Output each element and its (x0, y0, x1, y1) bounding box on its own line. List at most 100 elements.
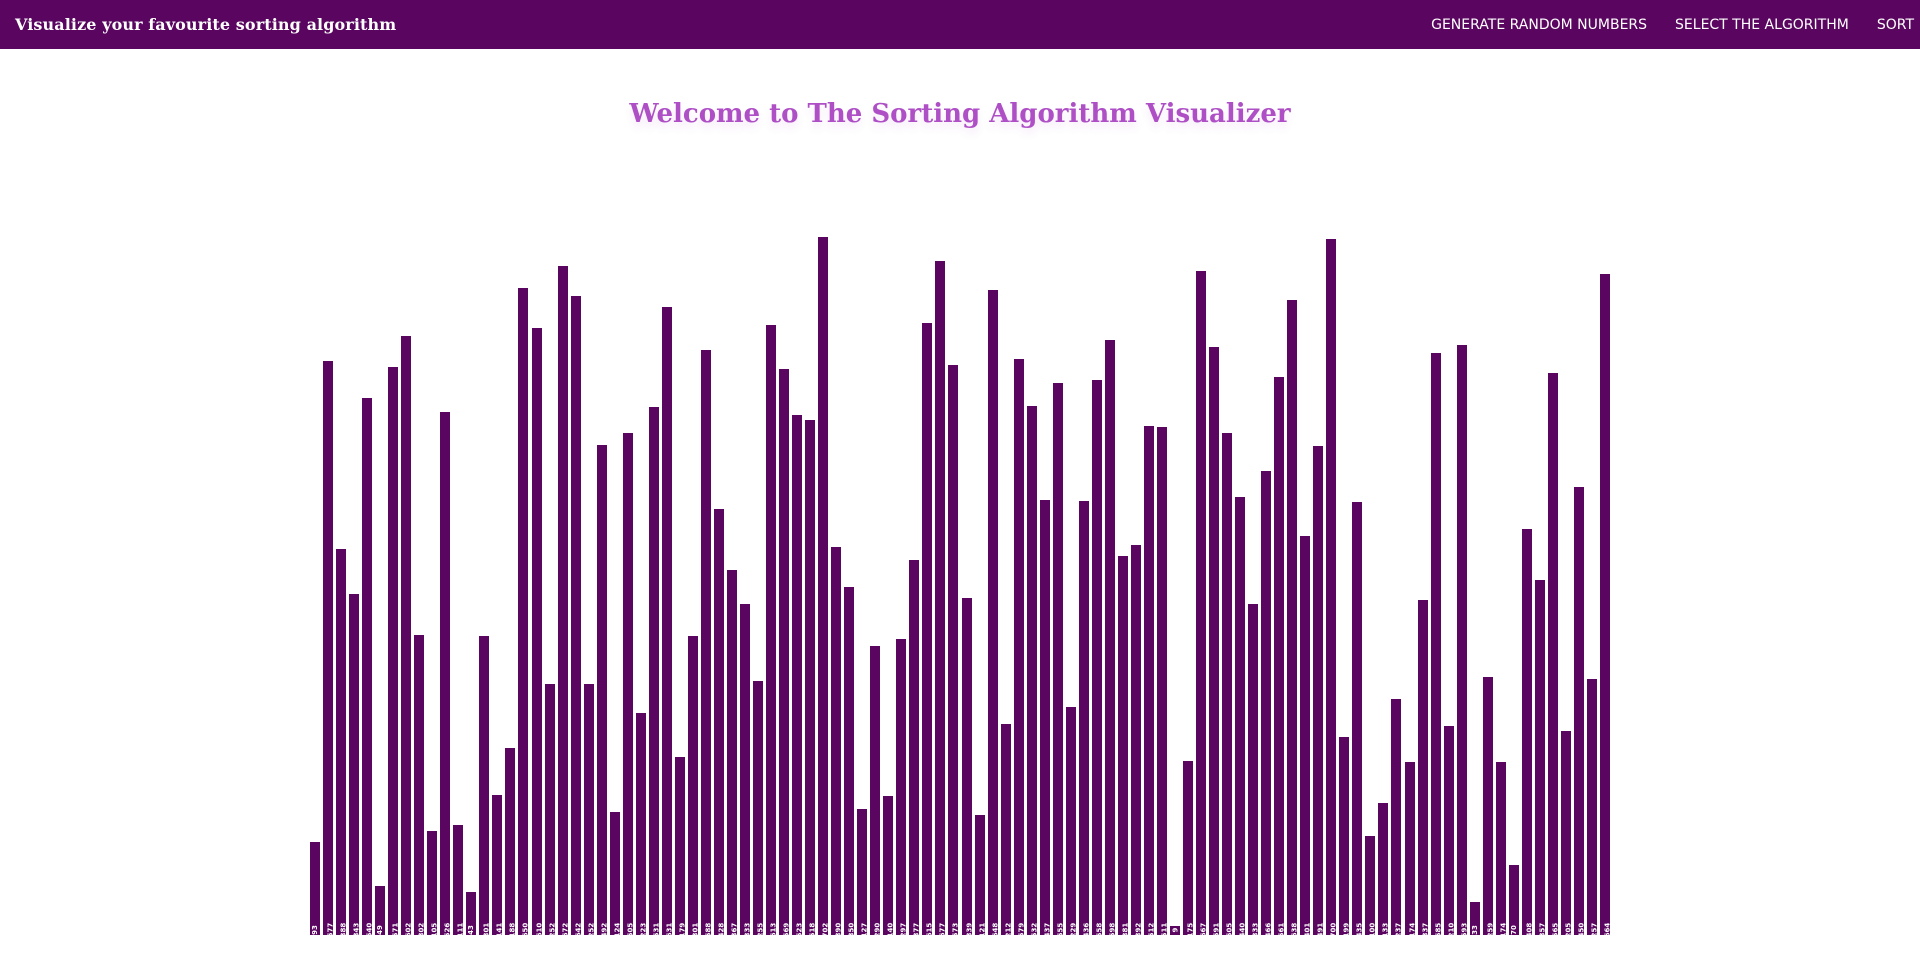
array-bar-value: 492 (599, 922, 608, 938)
navbar-brand[interactable]: Visualize your favourite sorting algorit… (15, 15, 397, 34)
array-bar: 259 (1482, 677, 1494, 937)
array-bar-value: 223 (639, 922, 648, 938)
array-bar-value: 638 (1290, 922, 1299, 938)
array-bar-value: 175 (1186, 922, 1195, 938)
array-bar: 512 (1143, 425, 1156, 938)
array-bar: 252 (544, 684, 556, 937)
array-bar-value: 700 (1329, 922, 1338, 938)
array-bar-value: 70 (1509, 925, 1518, 935)
array-bar: 450 (1573, 487, 1585, 937)
array-bar: 602 (401, 336, 413, 938)
array-bar: 526 (440, 411, 452, 937)
array-bar: 350 (844, 586, 856, 938)
array-bar-value: 350 (847, 922, 856, 938)
array-bar-value: 111 (456, 922, 465, 938)
array-bar: 124 (609, 811, 621, 937)
array-bar: 631 (661, 307, 674, 938)
array-bar-value: 100 (1368, 922, 1377, 938)
array-bar: 333 (1248, 603, 1259, 937)
array-bar-value: 512 (1147, 922, 1156, 938)
array-bar-value: 573 (951, 922, 960, 938)
array-bar: 343 (349, 593, 360, 937)
array-bar: 573 (948, 364, 960, 938)
array-bar-value: 540 (365, 922, 374, 938)
array-bar-value: 337 (1420, 922, 1429, 938)
array-bar: 392 (1130, 544, 1142, 937)
array-bar: 93 (310, 842, 320, 935)
array-bar-value: 677 (938, 922, 947, 938)
array-bar-value: 302 (417, 922, 426, 938)
array-bar-value: 565 (1551, 922, 1560, 938)
array-bar: 223 (635, 713, 648, 938)
array-bar: 229 (1065, 707, 1077, 937)
array-bar-value: 531 (652, 922, 661, 938)
array-bar: 388 (336, 548, 348, 938)
array-bar: 664 (1599, 274, 1611, 937)
array-bar-value: 333 (743, 922, 752, 938)
array-bar-value: 174 (1499, 922, 1508, 938)
array-bar-value: 602 (404, 922, 413, 938)
array-bar: 540 (362, 397, 374, 938)
array-bar-value: 505 (626, 922, 635, 938)
array-bar: 133 (1378, 802, 1390, 938)
array-bar-value: 558 (1095, 922, 1104, 938)
array-bar: 702 (818, 236, 829, 937)
array-bar: 532 (1026, 405, 1038, 937)
array-bar: 466 (1261, 471, 1273, 937)
array-bar: 648 (987, 290, 999, 938)
array-bar-value: 591 (1212, 922, 1221, 938)
array-bar: 111 (453, 824, 465, 938)
array-bar-value: 377 (912, 922, 921, 938)
array-bar-value: 388 (339, 922, 348, 938)
array-bar-value: 133 (1381, 922, 1390, 938)
array-bar-value: 339 (964, 922, 973, 938)
array-bar-value: 648 (990, 922, 999, 938)
array-bar: 428 (713, 509, 726, 938)
array-bar-value: 631 (665, 922, 674, 938)
array-bar: 174 (1495, 761, 1508, 938)
array-bar: 511 (1156, 426, 1168, 937)
array-bar: 210 (1443, 726, 1455, 938)
array-bar-value: 174 (1407, 922, 1416, 938)
array-bar-value: 505 (1225, 922, 1234, 938)
array-bar-value: 561 (1277, 922, 1286, 938)
array-bar-value: 297 (899, 922, 908, 938)
array-bar: 105 (427, 830, 439, 937)
array-bar: 613 (766, 325, 777, 937)
array-bar-value: 205 (1564, 922, 1573, 938)
array-bar-value: 381 (1121, 922, 1130, 938)
array-bar-value: 672 (560, 922, 569, 938)
array-bar-value: 615 (925, 922, 934, 938)
array-bar: 588 (700, 349, 712, 937)
array-bar: 401 (1300, 536, 1312, 938)
array-bar: 257 (1586, 679, 1598, 937)
sort-link[interactable]: SORT (1876, 16, 1914, 33)
array-bar: 100 (1365, 835, 1377, 938)
array-bar-value: 188 (508, 922, 517, 938)
array-bar: 174 (1404, 761, 1416, 938)
array-bar-value: 428 (717, 922, 726, 938)
array-bar-value: 210 (1446, 922, 1455, 938)
array-bar: 598 (1104, 339, 1117, 938)
array-bar: 141 (492, 794, 504, 937)
array-bar-value: 598 (1108, 922, 1117, 938)
array-bar-value: 252 (586, 922, 595, 938)
array-bar: 179 (674, 756, 686, 937)
array-bar: 33 (1469, 902, 1480, 935)
array-bar: 491 (1313, 446, 1325, 937)
array-bar: 301 (687, 635, 699, 937)
array-bar: 357 (1534, 579, 1546, 937)
array-bar: 531 (648, 406, 661, 938)
array-bar-value: 390 (834, 922, 843, 938)
array-bar: 205 (1560, 731, 1573, 938)
array-bar-value: 518 (808, 922, 817, 938)
array-bar-value: 437 (1042, 922, 1051, 938)
array-bar-value: 237 (1394, 922, 1403, 938)
array-bar-value: 571 (391, 922, 400, 938)
array-bar-value: 401 (1303, 922, 1312, 938)
array-bar-value: 212 (1003, 922, 1012, 938)
array-bar: 571 (388, 366, 400, 938)
select-algorithm-link[interactable]: SELECT THE ALGORITHM (1675, 16, 1849, 33)
array-bar: 505 (1222, 432, 1234, 938)
generate-random-numbers-link[interactable]: GENERATE RANDOM NUMBERS (1431, 16, 1648, 33)
